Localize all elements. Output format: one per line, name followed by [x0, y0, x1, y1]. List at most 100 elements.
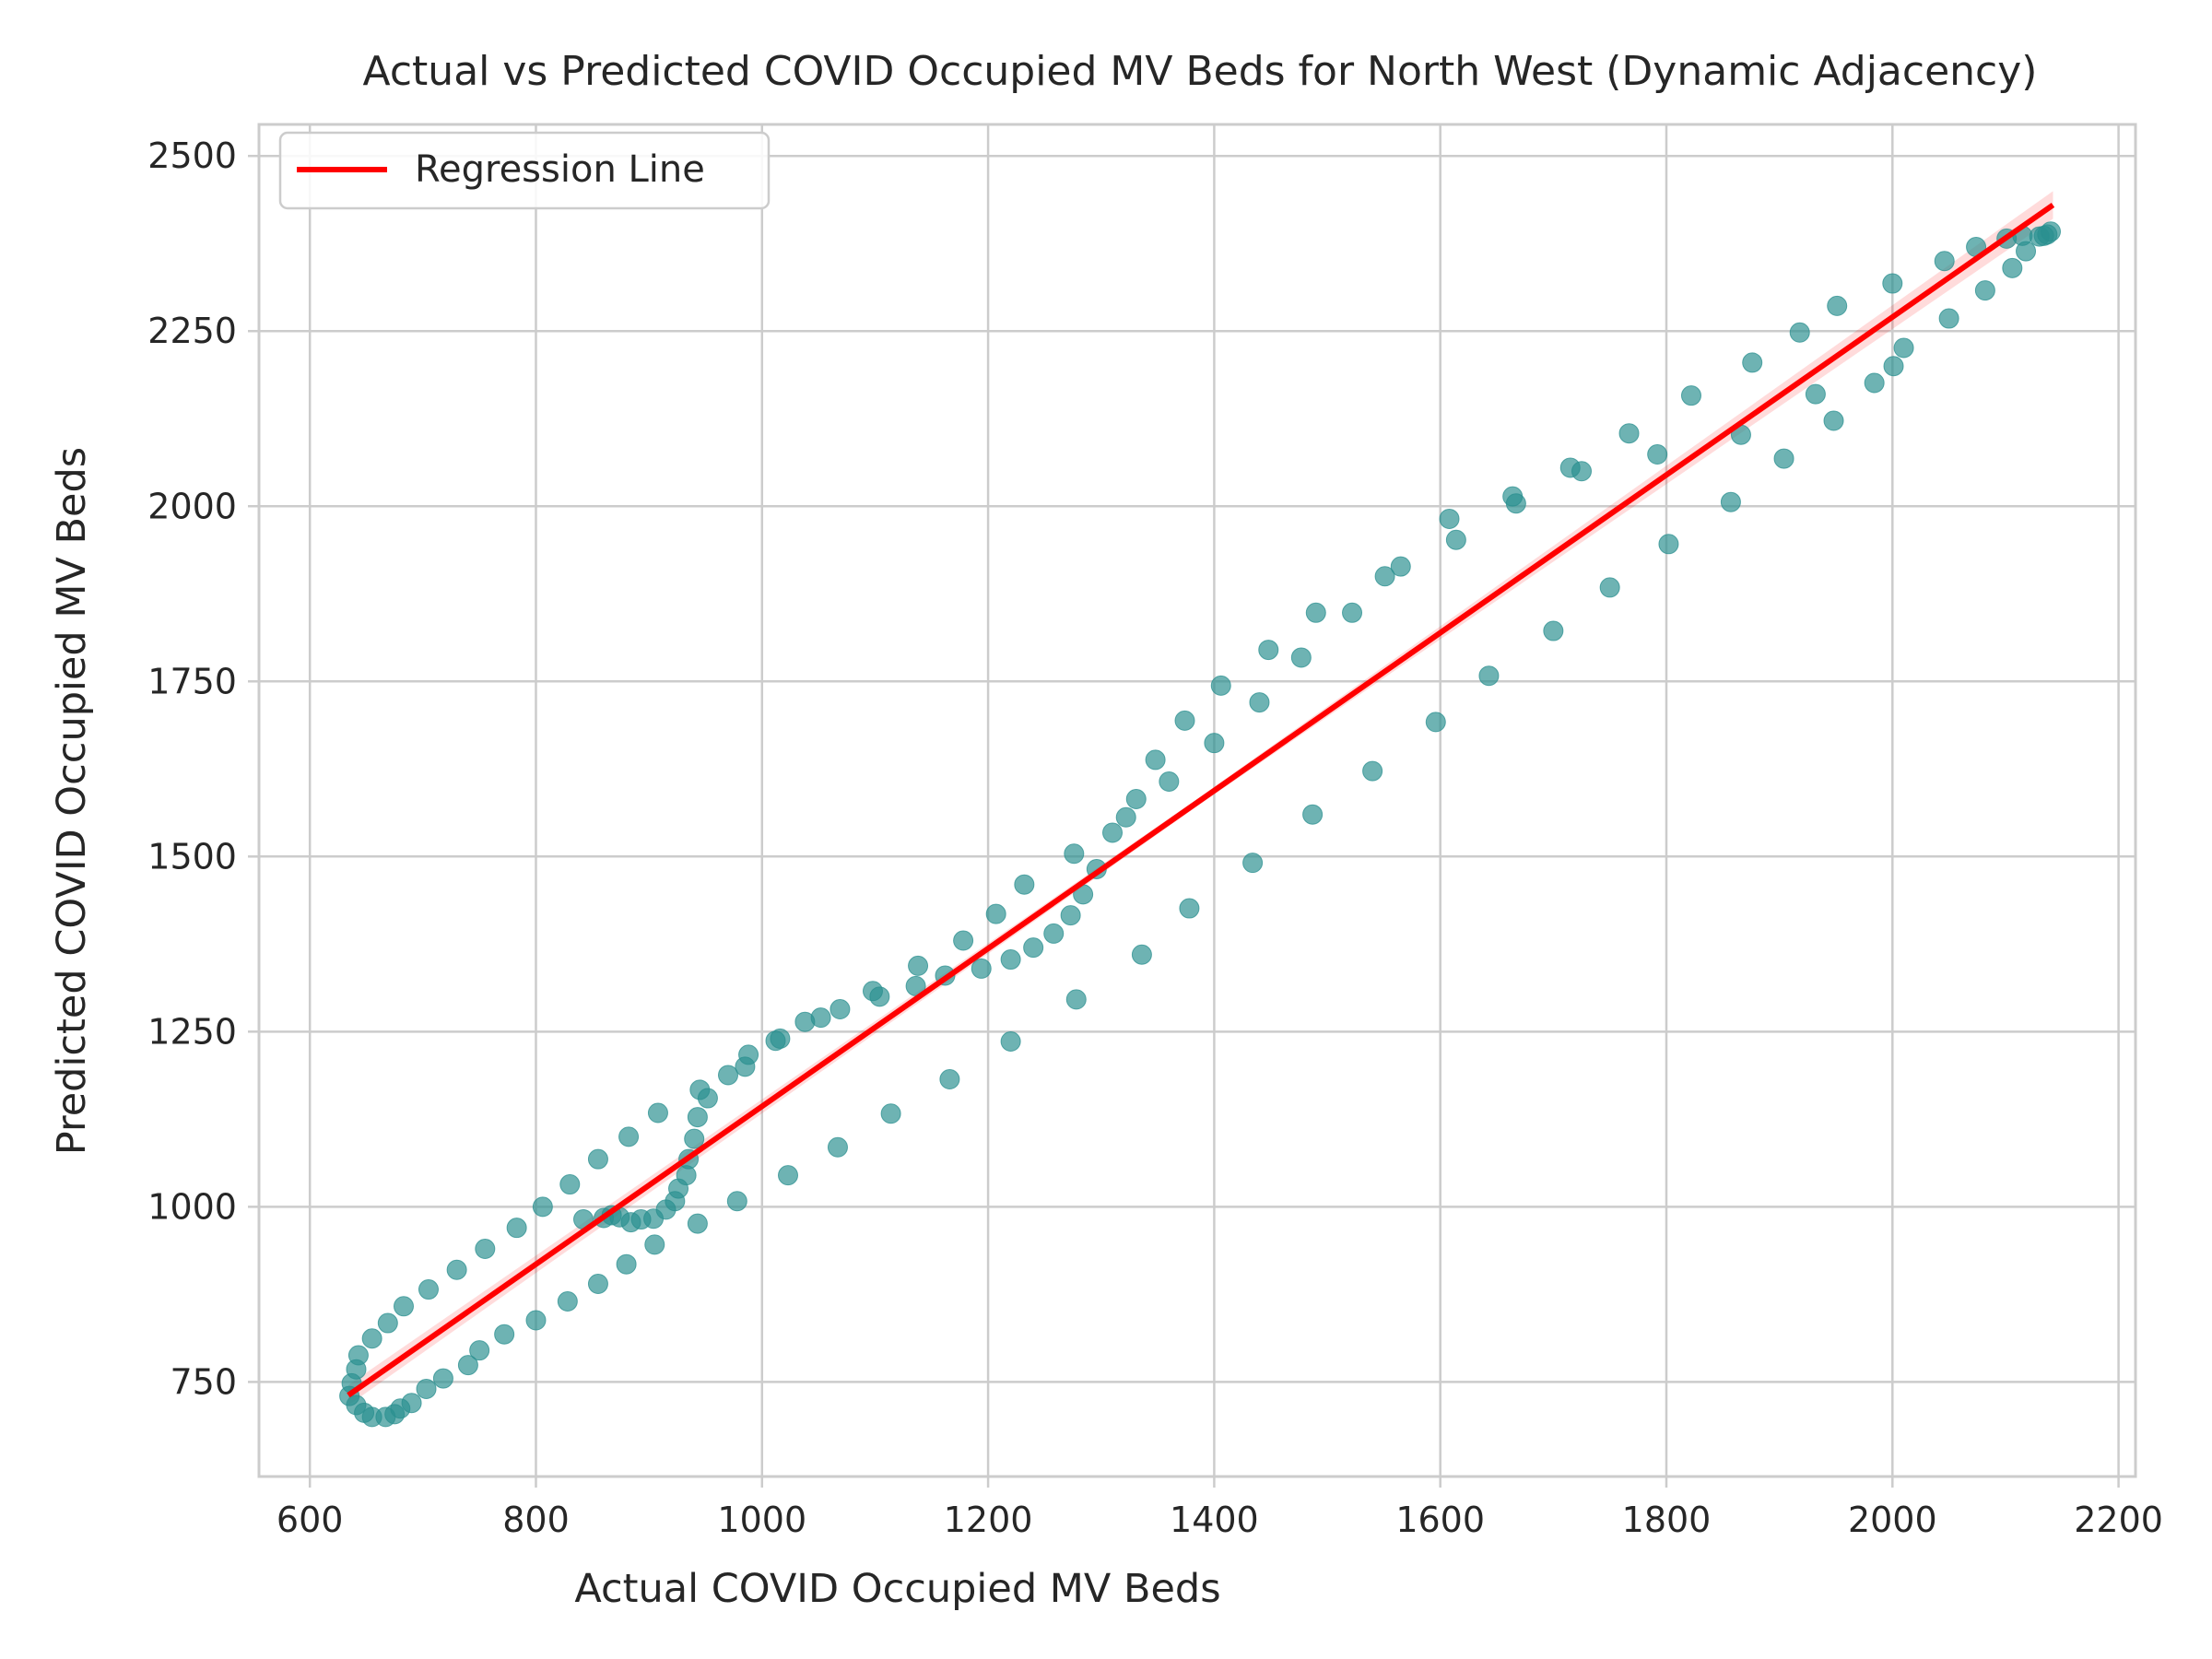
- data-point: [869, 986, 890, 1007]
- data-point: [908, 955, 929, 976]
- data-point: [494, 1324, 515, 1345]
- data-point: [506, 1218, 527, 1239]
- data-point: [1439, 508, 1460, 529]
- data-point: [1342, 602, 1363, 623]
- x-tick-label: 1400: [1170, 1500, 1259, 1540]
- x-axis-label: Actual COVID Occupied MV Beds: [574, 1566, 1220, 1612]
- data-point: [1210, 675, 1231, 696]
- data-point: [1362, 760, 1383, 782]
- data-point: [1159, 771, 1180, 792]
- chart-title: Actual vs Predicted COVID Occupied MV Be…: [363, 48, 2038, 95]
- y-tick-label: 2000: [147, 486, 237, 526]
- data-point: [587, 1148, 608, 1170]
- data-point: [1883, 356, 1904, 377]
- data-point: [1742, 352, 1763, 373]
- data-point: [1125, 788, 1147, 809]
- data-point: [1060, 905, 1081, 926]
- plot-frame: [257, 123, 2137, 1478]
- data-point: [1102, 822, 1124, 843]
- y-tick-label: 750: [170, 1361, 237, 1402]
- data-point: [827, 1136, 848, 1158]
- tick-labels: 600 800 1000 1200 1400 1600 1800 2000 2200 750 100…: [147, 135, 2163, 1540]
- data-point: [1882, 273, 1903, 294]
- data-point: [1204, 733, 1225, 754]
- data-point: [1505, 493, 1526, 514]
- data-point: [1934, 251, 1955, 272]
- data-point: [1938, 308, 1959, 329]
- data-point: [393, 1296, 414, 1317]
- data-point: [1302, 804, 1324, 825]
- data-point: [1064, 843, 1085, 865]
- data-point: [985, 903, 1006, 924]
- data-point: [1174, 710, 1195, 731]
- data-point: [418, 1279, 439, 1300]
- data-point: [1789, 322, 1810, 343]
- data-point: [1390, 556, 1411, 577]
- data-point: [971, 958, 992, 979]
- y-tick-label: 2250: [147, 311, 237, 351]
- legend-box: [278, 131, 771, 210]
- data-point: [810, 1007, 831, 1029]
- legend: Regression Line: [278, 131, 771, 210]
- data-point: [1893, 337, 1914, 359]
- x-tick-label: 2000: [1848, 1500, 1937, 1540]
- data-point: [1258, 640, 1279, 661]
- legend-label-regression-line: Regression Line: [415, 148, 705, 191]
- regression-line-layer: [347, 202, 2055, 1398]
- data-point: [401, 1393, 422, 1414]
- data-point: [469, 1340, 490, 1361]
- data-point: [1179, 898, 1200, 919]
- data-point: [939, 1069, 960, 1090]
- data-point: [446, 1259, 467, 1280]
- data-point: [1805, 383, 1826, 405]
- data-point: [726, 1191, 747, 1212]
- data-points: [339, 221, 2062, 1428]
- data-point: [2016, 241, 2037, 262]
- data-point: [830, 999, 851, 1020]
- data-point: [1425, 712, 1446, 733]
- data-point: [1864, 372, 1885, 394]
- y-tick-label: 2500: [147, 135, 237, 176]
- data-point: [1647, 444, 1668, 465]
- data-point: [1773, 448, 1794, 469]
- y-tick-label: 1000: [147, 1186, 237, 1227]
- data-point: [1242, 853, 1264, 874]
- data-point: [1145, 749, 1166, 771]
- data-point: [684, 1128, 705, 1149]
- data-point: [1290, 647, 1312, 668]
- x-tick-label: 600: [276, 1500, 344, 1540]
- data-point: [1478, 665, 1500, 687]
- data-point: [1115, 806, 1136, 828]
- x-tick-label: 2200: [2074, 1500, 2163, 1540]
- data-point: [618, 1126, 640, 1147]
- x-tick-label: 1000: [717, 1500, 806, 1540]
- data-point: [532, 1196, 553, 1218]
- data-point: [1000, 949, 1021, 971]
- data-point: [1445, 529, 1466, 550]
- data-point: [687, 1213, 708, 1234]
- y-tick-label: 1750: [147, 661, 237, 701]
- data-point: [1131, 944, 1152, 965]
- data-point: [457, 1355, 478, 1376]
- data-point: [778, 1165, 799, 1186]
- data-point: [953, 930, 974, 951]
- data-point: [738, 1044, 759, 1065]
- data-point: [2041, 221, 2062, 242]
- data-point: [1543, 620, 1564, 641]
- data-point: [616, 1253, 637, 1275]
- data-point: [770, 1028, 791, 1049]
- y-tick-label: 1250: [147, 1011, 237, 1052]
- data-point: [880, 1103, 901, 1124]
- data-point: [1043, 923, 1065, 944]
- x-tick-label: 1800: [1622, 1500, 1712, 1540]
- data-point: [361, 1328, 382, 1349]
- data-point: [347, 1345, 369, 1366]
- data-point: [1571, 461, 1593, 482]
- x-tick-label: 1200: [944, 1500, 1033, 1540]
- data-point: [718, 1065, 738, 1086]
- data-point: [1249, 692, 1270, 713]
- y-tick-label: 1500: [147, 836, 237, 877]
- data-point: [1065, 989, 1087, 1010]
- x-tick-label: 1600: [1395, 1500, 1485, 1540]
- data-point: [1000, 1030, 1021, 1052]
